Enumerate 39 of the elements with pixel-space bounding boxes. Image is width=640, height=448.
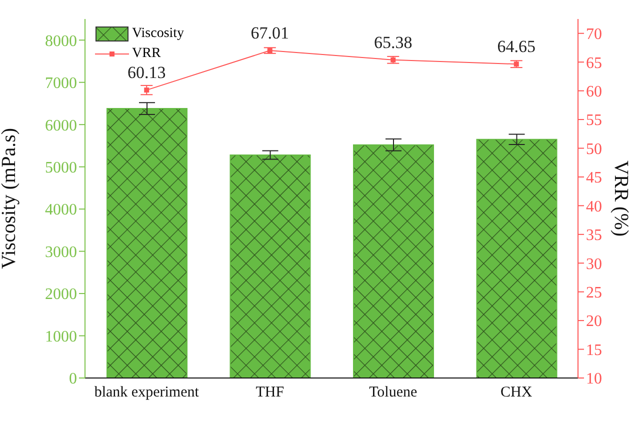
y2-tick-label: 10 <box>586 370 602 388</box>
y2-tick-label: 70 <box>586 26 602 44</box>
y-tick-label: 0 <box>69 370 77 388</box>
data-label: 64.65 <box>497 37 536 56</box>
data-label: 67.01 <box>250 24 289 43</box>
y2-tick-label: 20 <box>586 313 602 330</box>
y-tick-label: 2000 <box>45 286 77 304</box>
y2-tick-label: 15 <box>586 342 602 359</box>
x-tick-label: blank experiment <box>94 384 200 401</box>
bar <box>230 154 311 378</box>
y2-tick-label: 50 <box>586 140 602 158</box>
y-tick-label: 8000 <box>45 32 77 50</box>
bar <box>353 144 434 378</box>
legend-label: VRR <box>132 45 161 63</box>
y-tick-label: 4000 <box>45 202 77 219</box>
point <box>144 88 150 93</box>
y-axis-title: Viscosity (mPa.s) <box>0 128 20 270</box>
legend-label: Viscosity <box>132 25 184 43</box>
x-tick-label: THF <box>256 384 284 401</box>
y-tick-label: 1000 <box>45 328 77 346</box>
y2-tick-label: 30 <box>586 256 602 273</box>
y-tick-label: 3000 <box>45 244 77 261</box>
x-tick-label: Toluene <box>369 384 418 401</box>
data-label: 60.13 <box>128 63 166 82</box>
y-tick-label: 7000 <box>45 75 77 92</box>
data-label: 65.38 <box>374 32 412 52</box>
y2-tick-label: 65 <box>586 54 602 72</box>
y-tick-label: 5000 <box>45 160 77 177</box>
y2-tick-label: 25 <box>586 284 602 302</box>
y2-axis-title: VRR (%) <box>610 160 632 237</box>
y2-tick-label: 40 <box>586 198 602 216</box>
y2-tick-label: 45 <box>586 170 602 187</box>
bar <box>106 108 188 378</box>
y2-tick-label: 60 <box>586 83 602 100</box>
y2-tick-label: 55 <box>586 112 602 130</box>
bar <box>476 138 558 378</box>
y-tick-label: 6000 <box>45 117 77 134</box>
y2-tick-label: 35 <box>586 227 602 244</box>
x-tick-label: CHX <box>500 384 532 401</box>
